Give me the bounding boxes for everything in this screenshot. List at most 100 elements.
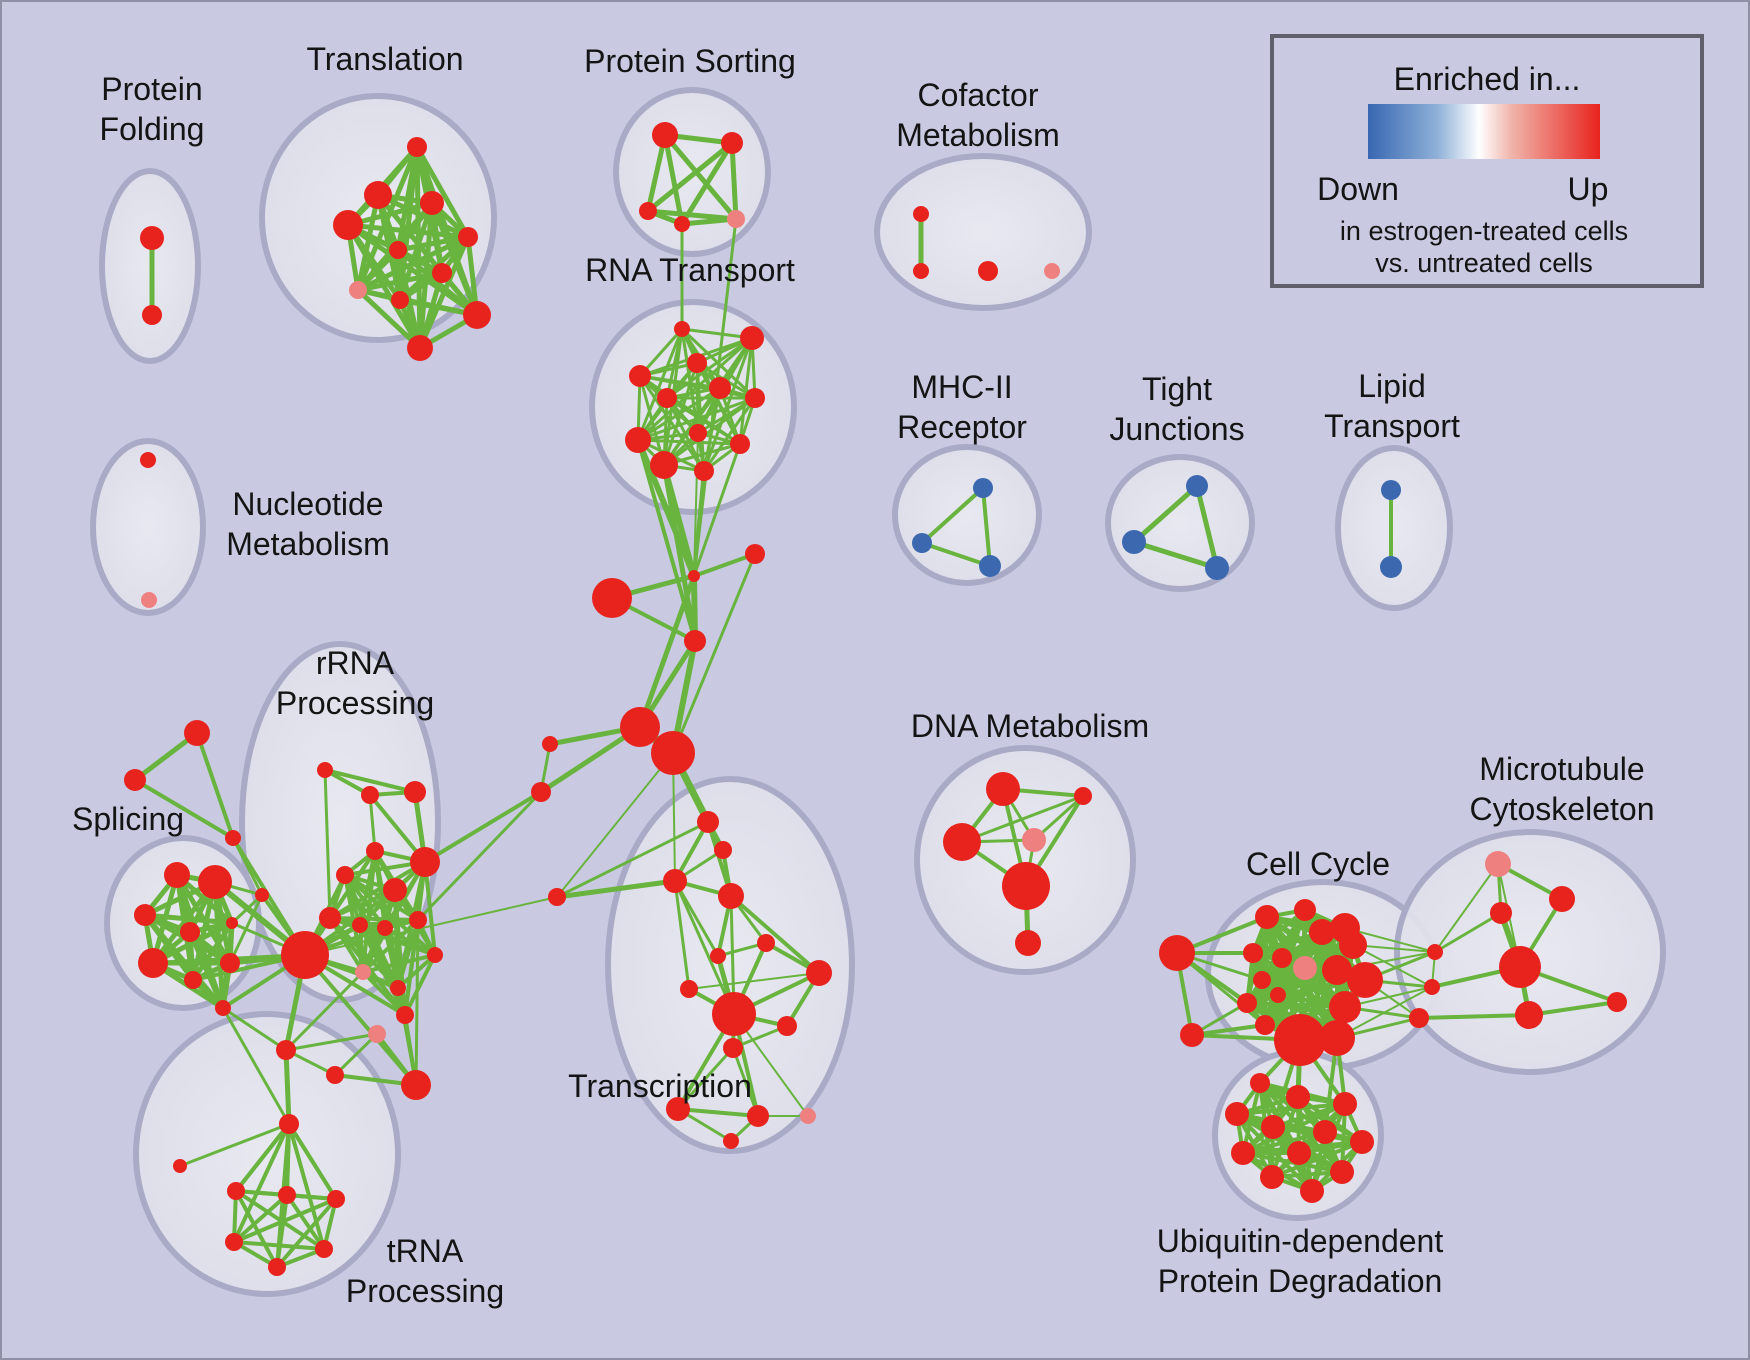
network-node [913,263,929,279]
cluster-label-rna-transport: RNA Transport [585,252,795,288]
cluster-ellipse-mhc-ii-receptor [892,444,1042,586]
network-edge-translation-mesh [395,234,471,253]
cluster-label-microtubule-cytoskeleton: Cytoskeleton [1470,791,1655,827]
network-node [389,241,407,259]
network-edge-trna-mesh [275,1197,338,1269]
cluster-label-protein-folding: Protein [101,71,202,107]
network-node [333,210,363,240]
network-node [657,388,677,408]
network-edge [688,972,820,990]
network-edge [287,1122,326,1251]
network-edge [304,896,558,956]
network-edge-rna-transport-mesh [636,396,757,442]
network-node [383,878,407,902]
network-edge-rrna-mesh [403,918,420,1017]
network-node [1231,1141,1255,1165]
network-edge-ubiquitin-mesh [1241,1130,1327,1155]
network-node [757,934,775,952]
network-node [1272,948,1292,968]
cluster-label-trna-processing: tRNA [387,1233,464,1269]
network-node [674,216,690,232]
network-node [1225,1102,1249,1126]
network-node [1243,943,1263,963]
network-edge [1417,1013,1531,1020]
network-edge-rrna-mesh [393,888,407,1017]
network-edge [1527,1000,1619,1017]
network-node [721,132,743,154]
network-edge-rna-transport-mesh [636,386,722,442]
network-node [140,226,164,250]
network-edge-rna-transport-mesh [665,336,754,400]
network-edge [555,820,710,899]
network-edge-trna-mesh [285,1193,326,1251]
network-node [1074,787,1092,805]
network-edge [423,790,543,864]
cluster-ellipse-nucleotide-metabolism [90,438,206,616]
network-node [714,841,732,859]
network-node [1330,1160,1354,1184]
legend-title: Enriched in... [1394,61,1581,97]
network-node [712,992,756,1036]
network-node [1294,899,1316,921]
network-node [1427,944,1443,960]
cluster-label-protein-folding: Folding [100,111,205,147]
network-edge-protein-sorting-mesh [662,132,739,222]
network-node [220,953,240,973]
cluster-label-cofactor-metabolism: Metabolism [896,117,1060,153]
network-node [542,736,558,752]
network-node [1424,979,1440,995]
network-node [800,1108,816,1124]
network-edge [195,731,235,840]
cluster-label-mhc-ii-receptor: MHC-II [911,369,1012,405]
cluster-ellipse-lipid-transport [1335,445,1453,611]
network-node [407,335,433,361]
network-node [666,1097,690,1121]
network-node [1286,1085,1310,1109]
network-node [727,210,745,228]
network-node [225,1233,243,1251]
network-node [268,1258,286,1276]
network-node [1260,1165,1284,1189]
network-edge-rrna-mesh [361,918,420,974]
network-edge-cell-cycle-mesh [1251,908,1307,955]
network-edge-splicing-mesh [190,920,235,983]
network-node [1319,1020,1355,1056]
network-edge-protein-sorting-mesh [729,140,739,222]
network-edge-rna-transport-mesh [636,327,684,442]
network-node [164,862,190,888]
network-edge [333,1032,379,1077]
network-node [1015,930,1041,956]
network-edge [283,1047,292,1127]
network-node [404,781,426,803]
network-node [1485,851,1511,877]
network-node [1329,991,1361,1023]
network-node [317,762,333,778]
network-edge [671,552,757,755]
network-node [806,960,832,986]
network-edge-protein-sorting-mesh [645,208,739,222]
network-node [639,202,657,220]
network-node [390,980,406,996]
network-edge [1434,863,1499,953]
network-edge [232,1122,291,1244]
network-node [620,707,660,747]
network-node [1261,1115,1285,1139]
network-node [281,931,329,979]
cluster-label-lipid-transport: Lipid [1358,368,1426,404]
network-edge [221,1006,288,1052]
network-node [730,434,750,454]
network-node [1339,931,1367,959]
network-edge [960,794,1085,844]
network-node [663,869,687,893]
network-node [319,907,341,929]
network-node [710,948,726,964]
network-node [745,544,765,564]
network-node [142,305,162,325]
nodes-layer [124,122,1627,1276]
network-edge [133,778,235,840]
network-edge-rrna-mesh [361,926,387,974]
network-node [674,321,690,337]
network-node [391,291,409,309]
network-node [689,424,707,442]
network-edge-protein-sorting-mesh [679,216,739,227]
